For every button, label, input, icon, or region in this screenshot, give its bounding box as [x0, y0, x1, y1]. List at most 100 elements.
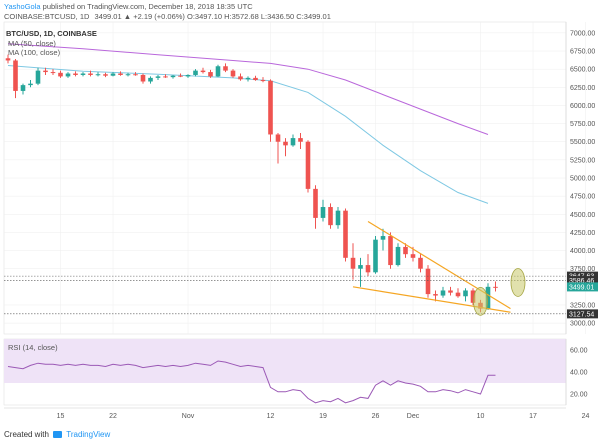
candle: [140, 74, 146, 82]
price-tick-label: 3250.00: [570, 302, 595, 309]
tradingview-logo-icon: [53, 431, 63, 439]
candle: [418, 257, 423, 269]
price-tick-label: 5000.00: [570, 176, 595, 183]
candle: [133, 74, 138, 76]
ma100-series: [7, 43, 489, 135]
candle: [215, 66, 221, 77]
candle: [343, 210, 348, 258]
candle: [245, 77, 251, 80]
candle: [493, 286, 498, 288]
time-tick-label: 10: [477, 413, 485, 420]
candle: [155, 76, 161, 78]
candle: [335, 210, 341, 226]
candle: [283, 141, 288, 146]
candle: [388, 236, 393, 266]
candle: [290, 138, 296, 146]
rsi-tick-label: 20.00: [570, 392, 588, 399]
candle: [485, 286, 491, 309]
ma50-series: [7, 65, 489, 204]
highlight-circle: [510, 268, 526, 297]
price-tick-label: 6000.00: [570, 103, 595, 110]
ma100-line: [7, 43, 489, 135]
time-tick-label: Nov: [182, 413, 195, 420]
legend-line: COINBASE:BTCUSD, 1D 3499.01 ▲ +2.19 (+0.…: [4, 12, 331, 22]
price-tick-label: 6250.00: [570, 85, 595, 92]
price-tag-bg: [567, 309, 598, 319]
candle: [170, 75, 176, 78]
price-axis[interactable]: 7000.00 6750.00 6500.00 6250.00 6000.00 5750.…: [565, 22, 595, 334]
ma50-line: [7, 65, 489, 204]
candle: [125, 74, 131, 76]
ma100-legend[interactable]: MA (100, close): [8, 48, 61, 57]
ohlc-values: 3499.01 ▲ +2.19 (+0.06%) O:3497.10 H:357…: [94, 12, 331, 21]
candle: [260, 80, 266, 82]
candle: [373, 239, 378, 273]
candle: [238, 76, 243, 80]
price-tick-label: 5750.00: [570, 121, 595, 128]
candle: [253, 77, 258, 81]
time-tick-label: 22: [109, 413, 117, 420]
candle: [118, 73, 123, 75]
candle: [305, 141, 311, 189]
price-tick-label: 4000.00: [570, 248, 595, 255]
candle: [28, 83, 33, 86]
price-tick-label: 5500.00: [570, 139, 595, 146]
rsi-pane[interactable]: [3, 338, 567, 406]
candle: [410, 254, 416, 258]
candle: [455, 292, 461, 297]
time-tick-label: 17: [529, 413, 537, 420]
candle: [223, 66, 228, 71]
tradingview-brand[interactable]: TradingView: [66, 430, 111, 439]
candle: [298, 138, 303, 142]
candle: [425, 268, 431, 295]
candle: [463, 290, 468, 297]
price-tag-label: 3586.46: [569, 278, 594, 285]
candle: [193, 70, 198, 75]
time-axis[interactable]: 15 22 Nov 12 19 26 Dec 10 17 24: [4, 407, 590, 420]
candle: [178, 75, 183, 77]
rsi-line: [7, 360, 496, 404]
rsi-axis: 60.00 40.00 20.00: [565, 339, 588, 405]
price-tag-bg: [567, 282, 598, 292]
time-tick-label: 24: [582, 413, 590, 420]
price-tick-label: 3000.00: [570, 321, 595, 328]
price-pane[interactable]: [3, 21, 586, 335]
rsi-legend[interactable]: RSI (14, close): [8, 343, 58, 352]
candle: [230, 70, 236, 77]
candle: [448, 290, 453, 293]
price-tag-label: 3127.54: [569, 311, 594, 318]
candle: [95, 74, 101, 76]
published-text: published on TradingView.com, December 1…: [42, 2, 253, 11]
rsi-tick-label: 40.00: [570, 370, 588, 377]
candle: [358, 265, 363, 269]
ma50-legend[interactable]: MA (50, close): [8, 39, 56, 48]
candle: [395, 246, 401, 266]
price-tick-label: 4500.00: [570, 212, 595, 219]
candle: [185, 74, 191, 77]
candle: [13, 60, 18, 91]
candle: [440, 290, 446, 296]
candle: [403, 246, 408, 255]
candle: [380, 236, 386, 240]
time-tick-label: Dec: [407, 413, 420, 420]
candle: [320, 207, 326, 218]
price-tag-label: 3499.01: [569, 284, 594, 291]
candle: [275, 134, 281, 142]
time-tick-label: 19: [319, 413, 327, 420]
publish-line: YashoGola published on TradingView.com, …: [4, 2, 253, 12]
chart-symbol: BTC/USD, 1D, COINBASE: [6, 29, 97, 38]
footer: Created with TradingView: [4, 430, 110, 440]
author-link[interactable]: YashoGola: [4, 2, 41, 11]
candle: [20, 85, 26, 91]
candle: [365, 265, 371, 273]
candle: [268, 80, 273, 135]
price-tick-label: 4250.00: [570, 230, 595, 237]
candle: [148, 77, 153, 82]
time-tick-label: 26: [372, 413, 380, 420]
horizontal-levels: [4, 275, 566, 315]
candle: [103, 74, 108, 76]
candle: [5, 58, 11, 61]
price-tick-label: 6750.00: [570, 49, 595, 56]
